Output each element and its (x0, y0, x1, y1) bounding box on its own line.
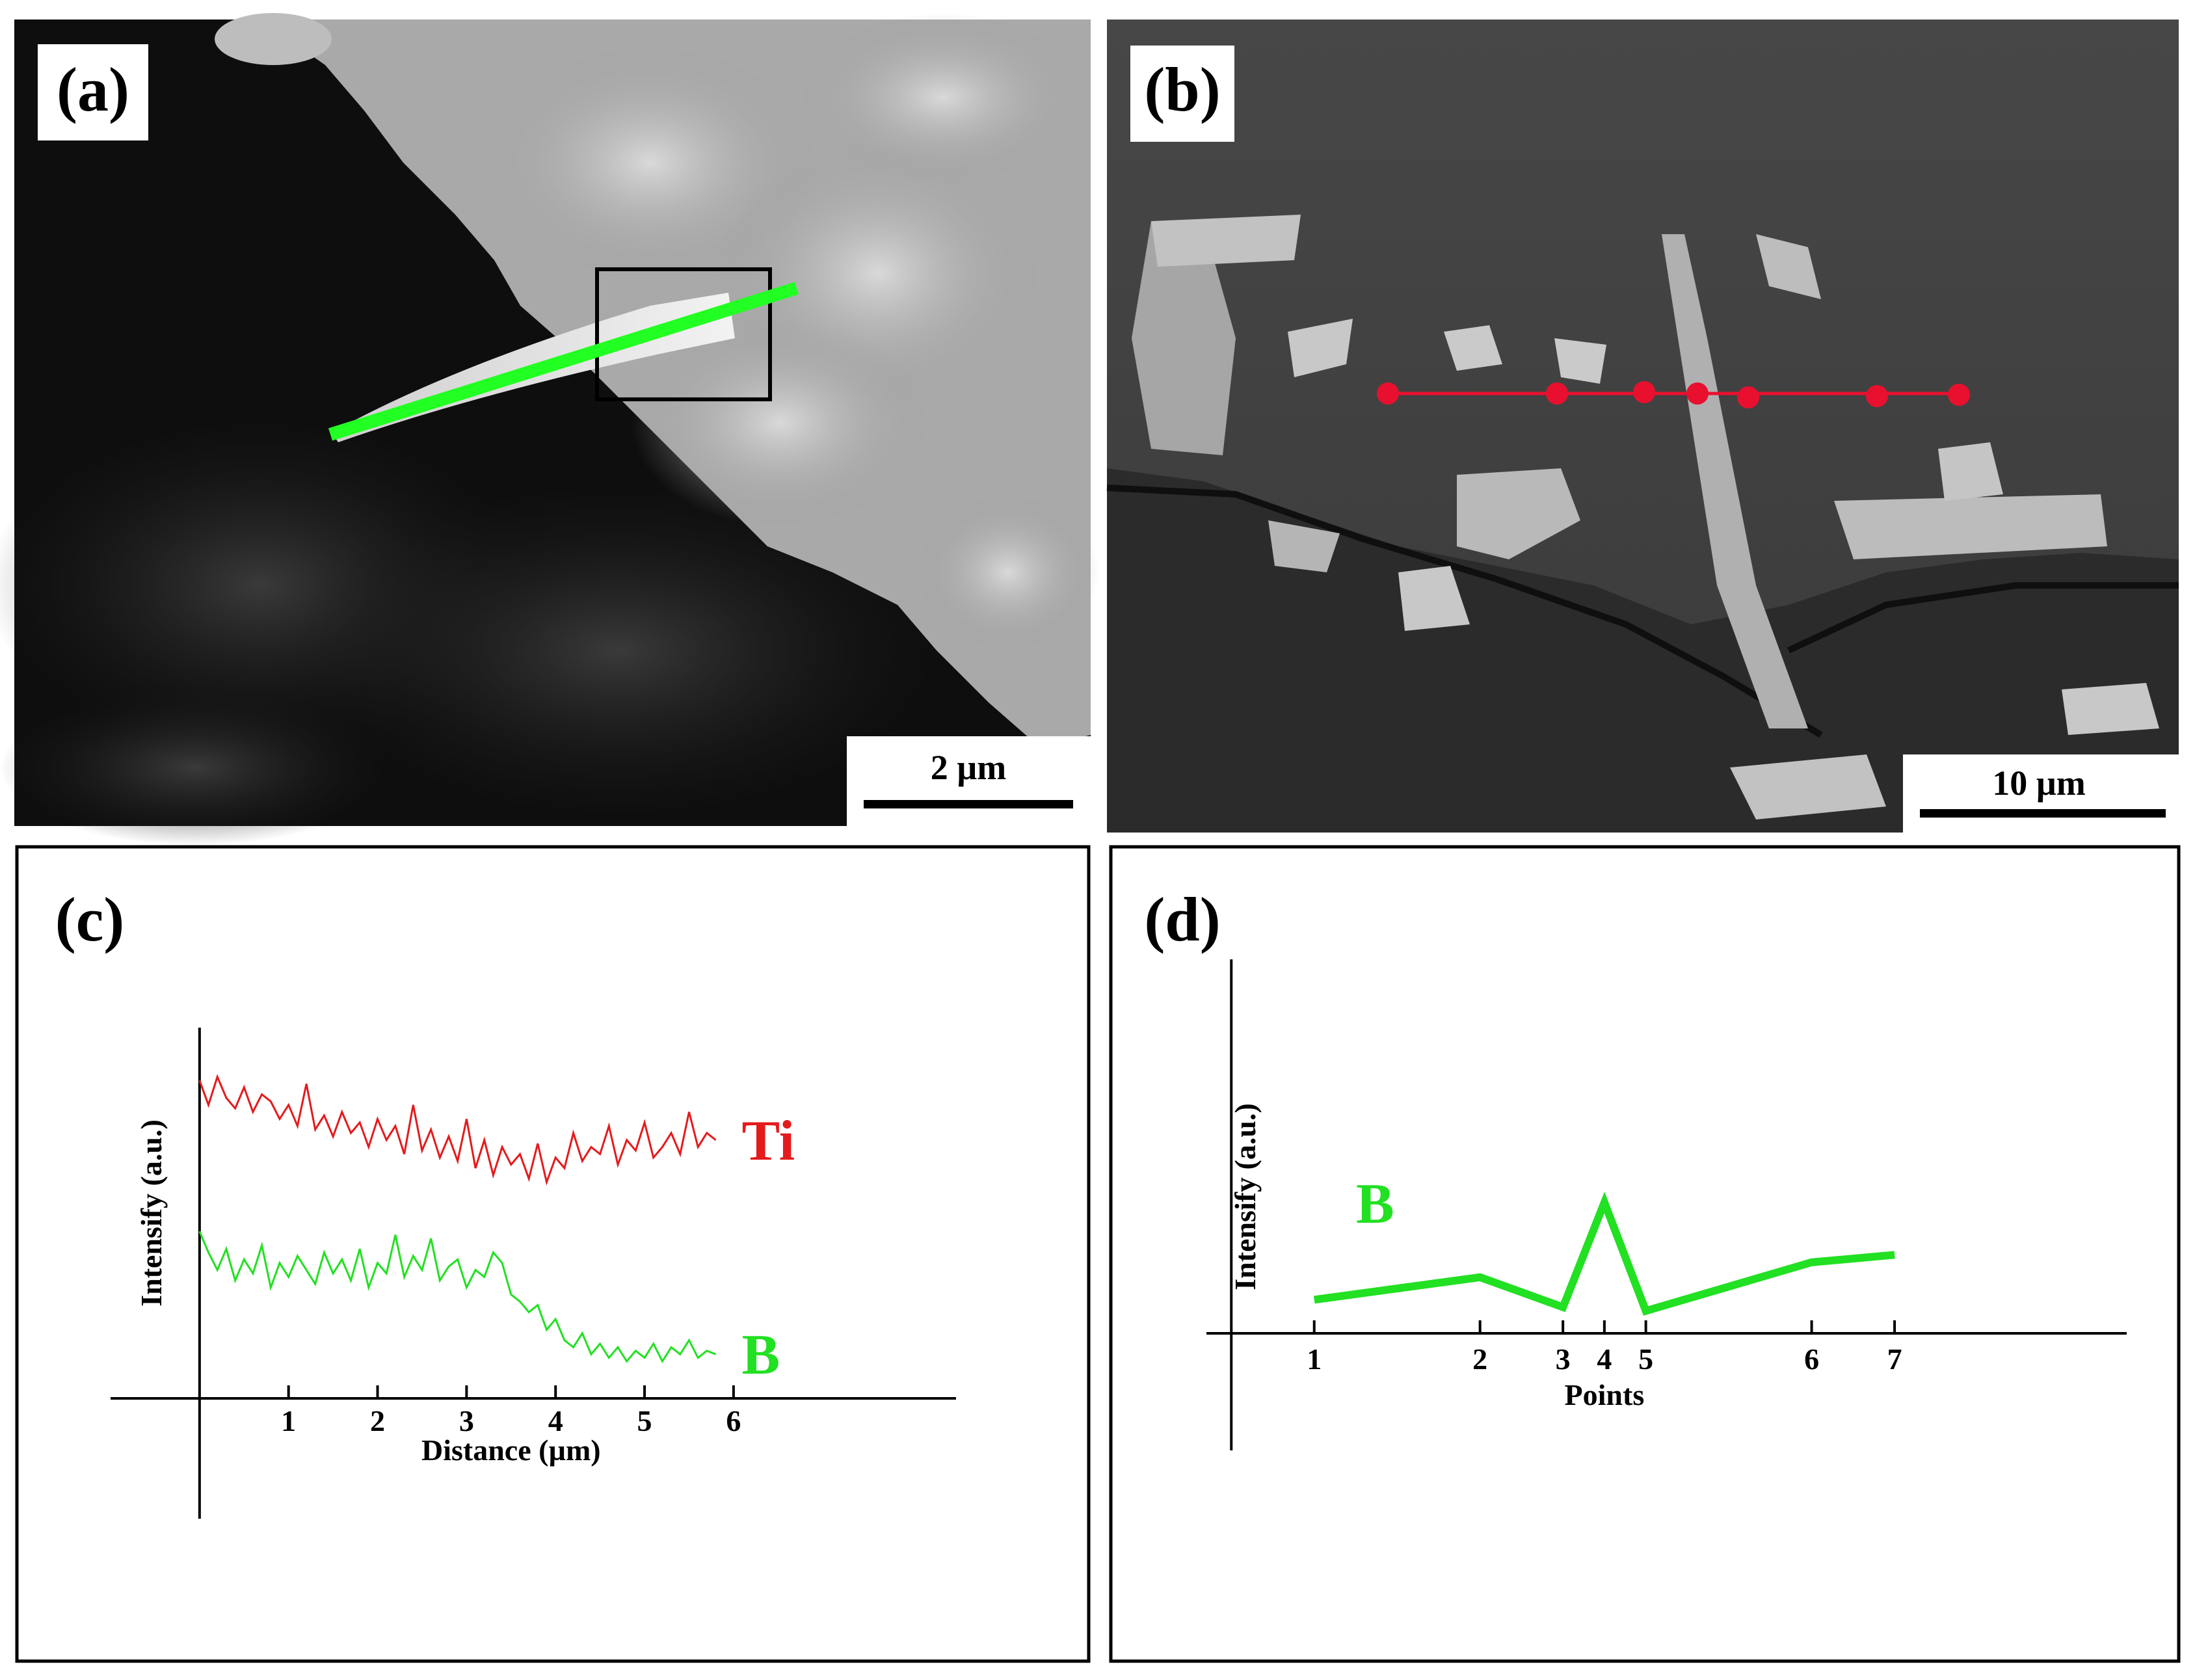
scan-point-1 (1377, 382, 1399, 405)
scan-point-4 (1686, 382, 1709, 405)
selection-box (595, 267, 772, 401)
series-label-ti: Ti (742, 1110, 795, 1173)
series-line-ti (198, 1074, 717, 1186)
x-tick-label: 3 (1556, 1342, 1571, 1376)
x-tick-label: 6 (1804, 1342, 1819, 1376)
scale-bar-box (1903, 754, 2179, 833)
x-tick-label: 1 (281, 1404, 296, 1437)
scale-bar-label: 10 µm (1992, 764, 2086, 803)
flake (2062, 683, 2159, 735)
panel-d-frame (1109, 845, 2181, 1663)
line-scan-chart: 1 2 3 4 5 6 Distance (µm) Intensify (a.u.) Ti B (111, 1028, 956, 1519)
crack (1787, 582, 2179, 654)
point-scan-chart: 1 2 3 4 5 6 7 Points Intensify (a.u.) B (1206, 959, 2127, 1450)
series-label-b: B (742, 1324, 780, 1387)
panel-b: (b) 10 µm (1106, 20, 2179, 833)
grain-highlight (917, 494, 1099, 650)
scan-points (1377, 381, 1970, 408)
y-axis-label: Intensify (a.u.) (1229, 1103, 1262, 1290)
flake (1938, 442, 2003, 501)
flake (1730, 754, 1886, 820)
panel-a-label: (a) (57, 55, 129, 124)
series-line-b (1313, 1192, 1895, 1316)
line-scan-path (328, 282, 799, 441)
x-tick-label: 7 (1887, 1342, 1902, 1376)
scale-bar-label: 2 µm (931, 748, 1007, 787)
flake (1554, 338, 1606, 384)
scan-point-3 (1633, 381, 1655, 403)
x-tick-label: 3 (459, 1404, 474, 1437)
grain-highlight (631, 319, 930, 527)
panel-b-label: (b) (1144, 55, 1220, 124)
scan-point-7 (1948, 384, 1970, 406)
panel-a-label-box (38, 44, 148, 140)
flake (1457, 468, 1580, 559)
scan-point-5 (1737, 386, 1759, 408)
scale-bar (864, 800, 1073, 808)
flake (1756, 234, 1821, 299)
panel-d-label: (d) (1144, 885, 1220, 954)
crack (1106, 485, 1823, 738)
flake (1268, 520, 1340, 572)
series-label-b: B (1356, 1173, 1394, 1236)
x-tick-label: 5 (1638, 1342, 1653, 1376)
flake (1398, 566, 1470, 631)
panel-b-label-box (1130, 46, 1234, 142)
panel-a: (a) 2 µm (0, 13, 1099, 846)
x-tick-label: 1 (1307, 1342, 1322, 1376)
dark-texture (293, 481, 943, 820)
x-tick-label: 4 (548, 1404, 563, 1437)
whisker (1662, 234, 1808, 728)
panel-c-frame (15, 845, 1091, 1663)
flake (1151, 215, 1301, 267)
x-axis-label: Points (1565, 1378, 1645, 1411)
x-axis-label: Distance (µm) (421, 1433, 601, 1467)
scan-point-2 (1546, 382, 1568, 405)
grain-highlight (215, 13, 332, 65)
x-tick-label: 5 (637, 1404, 652, 1437)
x-tick-label: 2 (370, 1404, 385, 1437)
panel-c: (c) 1 2 3 4 5 6 Distance (µm) Intensify (a.u.) T… (15, 845, 1091, 1663)
cracked-region (1107, 468, 2179, 833)
flake (1288, 319, 1353, 377)
scan-point-6 (1866, 385, 1888, 407)
y-axis-label: Intensify (a.u.) (135, 1119, 168, 1307)
panel-c-label: (c) (55, 885, 125, 954)
panel-d: (d) 1 2 3 4 5 6 7 Points Intensify (a.u.) B (1109, 845, 2181, 1663)
scale-bar-box (847, 736, 1091, 826)
scale-bar (1920, 809, 2166, 818)
flake (1444, 325, 1502, 371)
series-line-b (198, 1231, 717, 1364)
x-tick-label: 4 (1597, 1342, 1612, 1376)
dark-texture (0, 689, 390, 846)
flake (1834, 494, 2107, 559)
x-tick-label: 2 (1472, 1342, 1487, 1376)
x-tick-label: 6 (726, 1404, 741, 1437)
grain-highlight (800, 13, 1086, 182)
flake (1132, 221, 1236, 455)
